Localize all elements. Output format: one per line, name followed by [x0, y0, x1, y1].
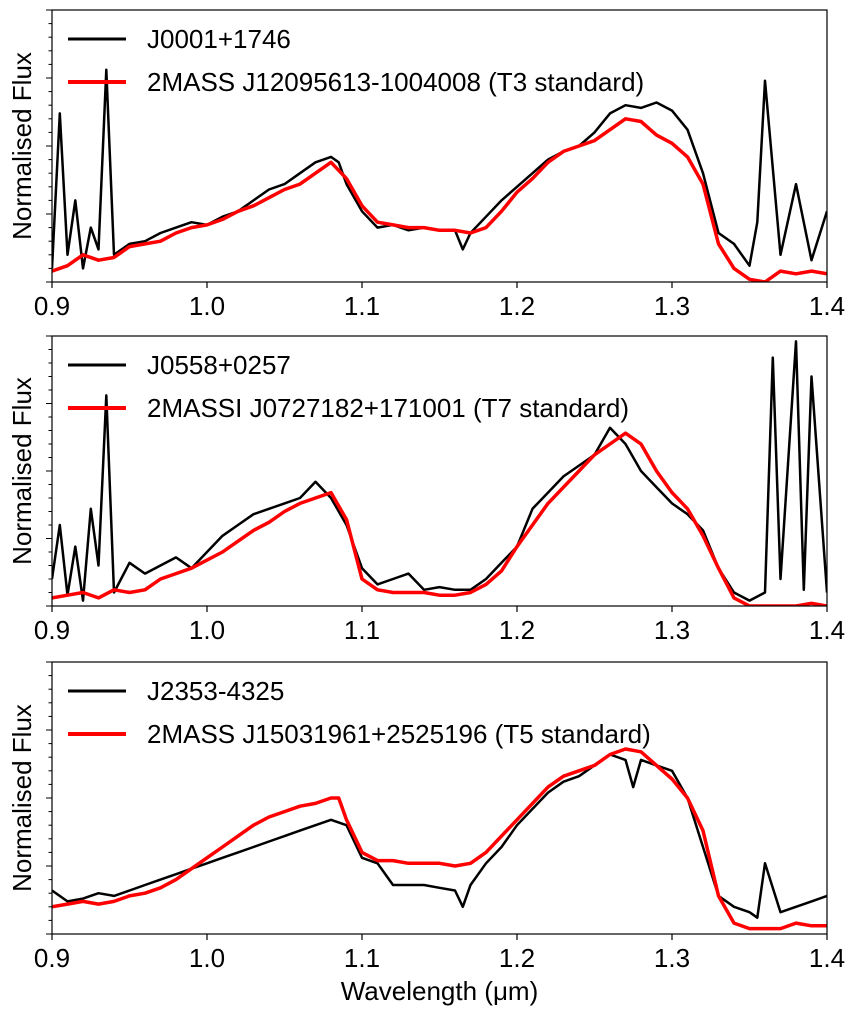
series-line-standard	[52, 747, 827, 931]
legend-label: 2MASSI J0727182+171001 (T7 standard)	[147, 393, 629, 423]
x-tick-label: 1.0	[189, 943, 225, 973]
x-tick-label: 0.9	[34, 615, 70, 645]
x-tick-label: 1.3	[654, 291, 690, 321]
legend-label: J0001+1746	[147, 24, 291, 54]
x-axis-label: Wavelength (μm)	[341, 976, 539, 1006]
y-axis-label: Normalised Flux	[7, 52, 37, 240]
y-axis-label: Normalised Flux	[7, 377, 37, 565]
series-line-standard	[52, 431, 827, 606]
x-tick-label: 1.2	[499, 291, 535, 321]
legend-label: J2353-4325	[147, 676, 284, 706]
x-tick-label: 1.4	[809, 943, 845, 973]
x-tick-label: 0.9	[34, 943, 70, 973]
x-tick-label: 1.4	[809, 615, 845, 645]
series-line-standard	[52, 117, 827, 282]
x-tick-label: 1.3	[654, 615, 690, 645]
x-tick-label: 1.1	[344, 615, 380, 645]
x-tick-label: 1.1	[344, 943, 380, 973]
x-tick-label: 1.4	[809, 291, 845, 321]
panel-2: 0.9 1.0 1.1 1.2 1.3 1.4 Normalised Flux J0558+0…	[7, 335, 845, 645]
x-tick-label: 1.0	[189, 291, 225, 321]
x-tick-label: 0.9	[34, 291, 70, 321]
legend: J2353-4325 2MASS J15031961+2525196 (T5 st…	[68, 676, 651, 749]
x-tick-label: 1.0	[189, 615, 225, 645]
legend-label: 2MASS J15031961+2525196 (T5 standard)	[147, 719, 651, 749]
panel-3: 0.9 1.0 1.1 1.2 1.3 1.4 Normalised Flux Wavelen…	[7, 661, 845, 1006]
y-axis-label: Normalised Flux	[7, 704, 37, 892]
legend-label: J0558+0257	[147, 350, 291, 380]
x-tick-label: 1.3	[654, 943, 690, 973]
x-tick-label: 1.2	[499, 943, 535, 973]
legend: J0558+0257 2MASSI J0727182+171001 (T7 sta…	[68, 350, 629, 423]
x-tick-label: 1.1	[344, 291, 380, 321]
legend-label: 2MASS J12095613-1004008 (T3 standard)	[147, 67, 644, 97]
legend: J0001+1746 2MASS J12095613-1004008 (T3 st…	[68, 24, 644, 97]
panel-1: 0.9 1.0 1.1 1.2 1.3 1.4 Normalised Flux J0001+1…	[7, 9, 845, 321]
x-tick-label: 1.2	[499, 615, 535, 645]
